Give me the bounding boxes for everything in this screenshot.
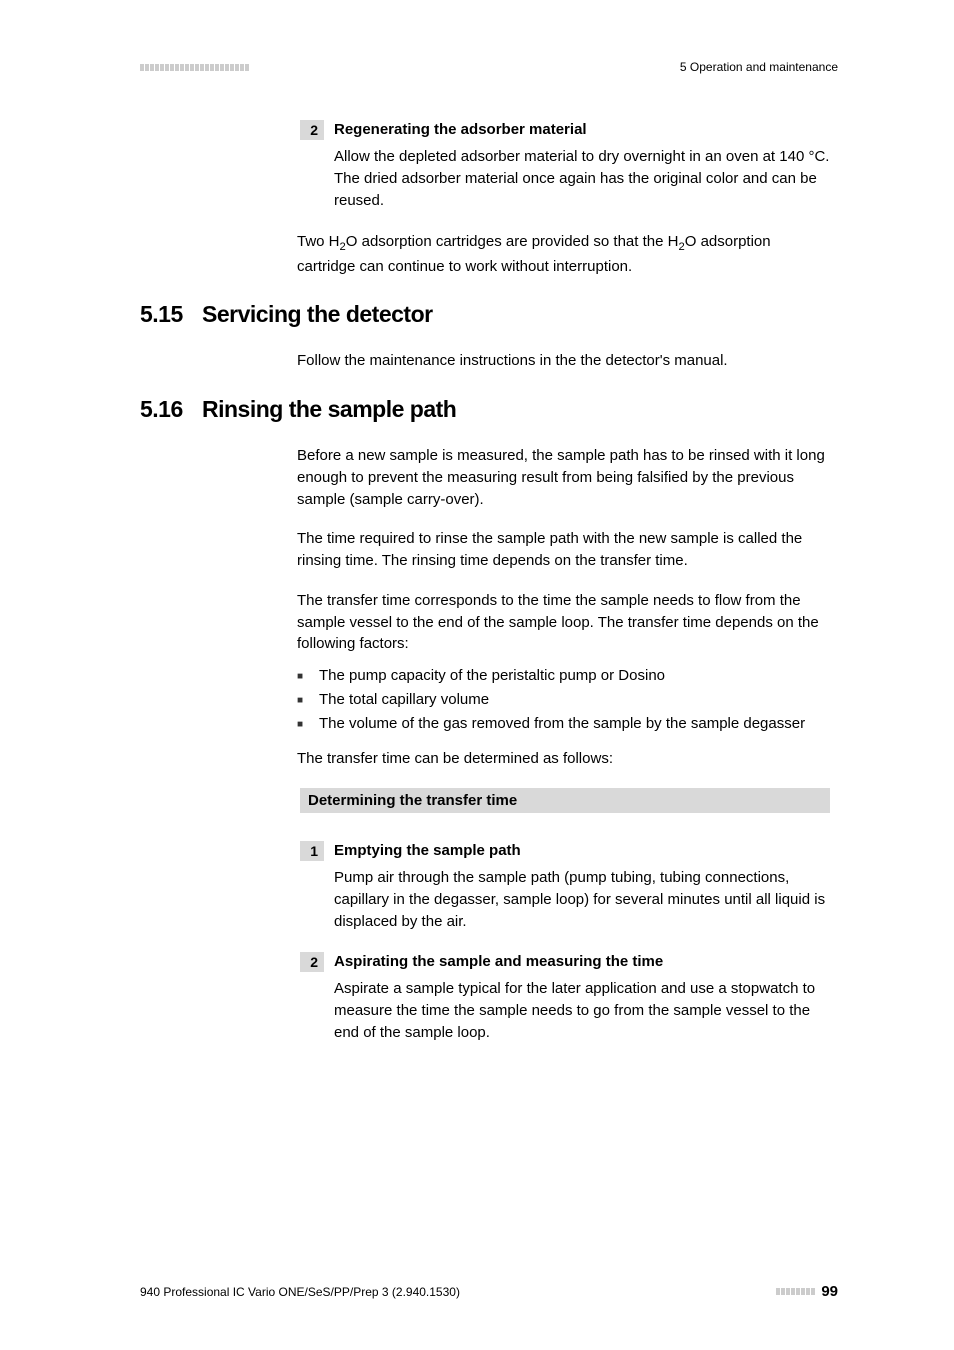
section-title: Servicing the detector — [202, 301, 433, 328]
step-title: Emptying the sample path — [334, 841, 521, 861]
step-body: Aspirate a sample typical for the later … — [334, 978, 830, 1043]
footer-left-text: 940 Professional IC Vario ONE/SeS/PP/Pre… — [140, 1285, 460, 1299]
paragraph-cartridges: Two H2O adsorption cartridges are provid… — [297, 231, 830, 277]
text: Two H — [297, 233, 340, 250]
page-footer: 940 Professional IC Vario ONE/SeS/PP/Pre… — [140, 1283, 838, 1300]
header-ticks-left — [140, 64, 249, 71]
step-body: Pump air through the sample path (pump t… — [334, 867, 830, 932]
list-text: The volume of the gas removed from the s… — [319, 713, 830, 735]
procedure-heading: Determining the transfer time — [300, 788, 830, 813]
step-number: 1 — [300, 841, 324, 861]
page-number: 99 — [821, 1283, 838, 1300]
list-item: ■ The total capillary volume — [297, 689, 830, 711]
list-text: The total capillary volume — [319, 689, 830, 711]
bullet-icon: ■ — [297, 713, 319, 735]
bullet-list: ■ The pump capacity of the peristaltic p… — [297, 665, 830, 734]
bullet-icon: ■ — [297, 689, 319, 711]
bullet-icon: ■ — [297, 665, 319, 687]
section-title: Rinsing the sample path — [202, 396, 456, 423]
paragraph: Before a new sample is measured, the sam… — [297, 445, 830, 510]
paragraph: Follow the maintenance instructions in t… — [297, 350, 830, 372]
list-text: The pump capacity of the peristaltic pum… — [319, 665, 830, 687]
paragraph: The transfer time can be determined as f… — [297, 748, 830, 770]
paragraph: The transfer time corresponds to the tim… — [297, 590, 830, 655]
step-number: 2 — [300, 120, 324, 140]
step-body: Allow the depleted adsorber material to … — [334, 146, 830, 211]
list-item: ■ The pump capacity of the peristaltic p… — [297, 665, 830, 687]
step-1-emptying: 1 Emptying the sample path — [300, 841, 838, 861]
step-2-aspirating: 2 Aspirating the sample and measuring th… — [300, 952, 838, 972]
section-heading-515: 5.15 Servicing the detector — [140, 301, 838, 328]
step-2-regenerating: 2 Regenerating the adsorber material — [300, 120, 838, 140]
section-number: 5.16 — [140, 396, 202, 423]
page-header: 5 Operation and maintenance — [140, 60, 838, 74]
step-title: Aspirating the sample and measuring the … — [334, 952, 663, 972]
paragraph: The time required to rinse the sample pa… — [297, 528, 830, 572]
step-number: 2 — [300, 952, 324, 972]
list-item: ■ The volume of the gas removed from the… — [297, 713, 830, 735]
step-title: Regenerating the adsorber material — [334, 120, 587, 140]
section-heading-516: 5.16 Rinsing the sample path — [140, 396, 838, 423]
section-number: 5.15 — [140, 301, 202, 328]
text: O adsorption cartridges are provided so … — [346, 233, 679, 250]
footer-ticks — [776, 1288, 815, 1295]
header-section-label: 5 Operation and maintenance — [680, 60, 838, 74]
footer-right: 99 — [776, 1283, 838, 1300]
